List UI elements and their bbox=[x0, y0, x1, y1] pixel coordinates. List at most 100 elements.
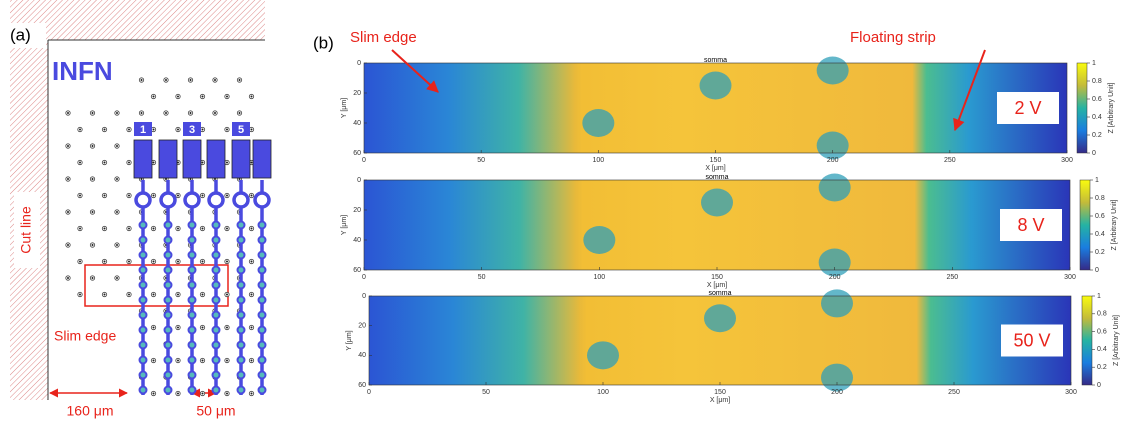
dot bbox=[177, 96, 179, 98]
x-tick-label: 250 bbox=[948, 389, 960, 396]
via bbox=[238, 252, 245, 259]
dot bbox=[226, 393, 228, 395]
dot bbox=[177, 129, 179, 131]
via bbox=[165, 297, 172, 304]
dot bbox=[153, 294, 155, 296]
via bbox=[259, 267, 266, 274]
dot bbox=[92, 277, 94, 279]
panel-label: (b) bbox=[313, 33, 334, 52]
via bbox=[165, 282, 172, 289]
dot bbox=[92, 112, 94, 114]
via bbox=[189, 312, 196, 319]
via bbox=[213, 327, 220, 334]
y-tick-label: 60 bbox=[353, 267, 361, 274]
dot bbox=[239, 112, 241, 114]
via bbox=[238, 267, 245, 274]
dot bbox=[79, 195, 81, 197]
dot bbox=[116, 178, 118, 180]
figure: (a) INFN Cut line Slim edge 160 μm 50 μm… bbox=[0, 0, 1121, 423]
y-tick-label: 0 bbox=[362, 293, 366, 300]
colorbar-tick-label: 0.8 bbox=[1095, 195, 1105, 202]
via bbox=[213, 282, 220, 289]
dot bbox=[251, 261, 253, 263]
dot bbox=[226, 162, 228, 164]
x-tick-label: 250 bbox=[944, 157, 956, 164]
via bbox=[213, 252, 220, 259]
dot bbox=[251, 129, 253, 131]
dot bbox=[116, 112, 118, 114]
heatmap-blob bbox=[821, 364, 853, 392]
x-axis-label: X [μm] bbox=[707, 282, 727, 289]
via bbox=[213, 342, 220, 349]
colorbar bbox=[1082, 296, 1092, 385]
dot bbox=[202, 360, 204, 362]
dot bbox=[202, 393, 204, 395]
dot bbox=[67, 112, 69, 114]
via bbox=[189, 372, 196, 379]
heatmap-blob bbox=[701, 189, 733, 217]
via bbox=[140, 387, 147, 394]
dot bbox=[92, 211, 94, 213]
annotation: Floating strip bbox=[850, 29, 936, 46]
colorbar-tick-label: 1 bbox=[1097, 293, 1101, 300]
via bbox=[189, 252, 196, 259]
via bbox=[238, 222, 245, 229]
dot bbox=[153, 96, 155, 98]
dot bbox=[67, 178, 69, 180]
via bbox=[213, 387, 220, 394]
dot bbox=[92, 244, 94, 246]
x-tick-label: 50 bbox=[477, 157, 485, 164]
via bbox=[189, 342, 196, 349]
heatmap-blob bbox=[821, 289, 853, 317]
dot bbox=[251, 228, 253, 230]
via bbox=[259, 252, 266, 259]
panel-b: (b) Slim edge Floating strip somma050100… bbox=[313, 29, 1120, 404]
y-tick-label: 40 bbox=[353, 120, 361, 127]
dot bbox=[177, 294, 179, 296]
heatmap-blob bbox=[583, 226, 615, 254]
map-title: somma bbox=[709, 290, 732, 297]
strip-label: 1 bbox=[140, 124, 146, 136]
via bbox=[140, 267, 147, 274]
via bbox=[259, 312, 266, 319]
dot bbox=[202, 228, 204, 230]
colorbar bbox=[1080, 180, 1090, 270]
dot bbox=[251, 360, 253, 362]
dot bbox=[226, 195, 228, 197]
colorbar-tick-label: 0.2 bbox=[1095, 249, 1105, 256]
x-tick-label: 100 bbox=[597, 389, 609, 396]
via bbox=[238, 297, 245, 304]
y-axis-label: Y [μm] bbox=[346, 330, 353, 350]
y-tick-label: 40 bbox=[358, 352, 366, 359]
heatmap-blob bbox=[587, 341, 619, 369]
colorbar-tick-label: 0 bbox=[1092, 150, 1096, 157]
dot bbox=[190, 79, 192, 81]
via bbox=[238, 357, 245, 364]
via bbox=[189, 387, 196, 394]
dot bbox=[226, 294, 228, 296]
dot bbox=[202, 96, 204, 98]
y-tick-label: 0 bbox=[357, 177, 361, 184]
dot bbox=[67, 244, 69, 246]
via bbox=[259, 237, 266, 244]
x-tick-label: 250 bbox=[946, 274, 958, 281]
dot bbox=[214, 79, 216, 81]
via bbox=[259, 297, 266, 304]
y-tick-label: 60 bbox=[358, 382, 366, 389]
via bbox=[234, 193, 248, 207]
dot bbox=[177, 360, 179, 362]
heatmap-blob bbox=[817, 132, 849, 160]
dot bbox=[202, 261, 204, 263]
dot bbox=[190, 112, 192, 114]
dot bbox=[92, 178, 94, 180]
dot bbox=[165, 79, 167, 81]
via bbox=[189, 282, 196, 289]
dot bbox=[251, 162, 253, 164]
via bbox=[213, 357, 220, 364]
via bbox=[259, 357, 266, 364]
dimension-label: 160 μm bbox=[67, 403, 114, 419]
dot bbox=[153, 162, 155, 164]
dot bbox=[251, 327, 253, 329]
dot bbox=[141, 79, 143, 81]
x-tick-label: 0 bbox=[367, 389, 371, 396]
